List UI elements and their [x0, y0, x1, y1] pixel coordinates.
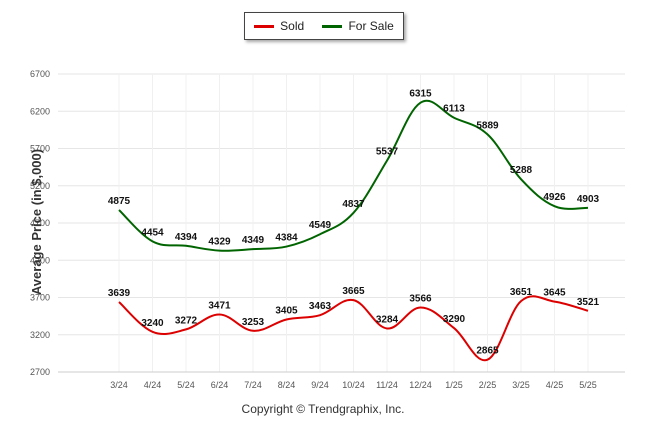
data-label-for-sale: 6315: [409, 89, 432, 100]
x-tick-label: 4/25: [546, 380, 564, 390]
y-tick-label: 5200: [30, 181, 50, 191]
data-label-sold: 3566: [409, 293, 432, 304]
x-tick-label: 2/25: [479, 380, 497, 390]
data-label-for-sale: 4454: [141, 227, 164, 238]
data-label-sold: 2865: [476, 346, 499, 357]
y-tick-label: 6700: [30, 69, 50, 79]
x-tick-label: 7/24: [244, 380, 262, 390]
x-tick-label: 3/25: [512, 380, 530, 390]
legend-item-sold[interactable]: Sold: [254, 19, 304, 33]
data-label-sold: 3290: [443, 314, 466, 325]
data-label-sold: 3639: [108, 288, 131, 299]
y-tick-label: 4200: [30, 255, 50, 265]
legend: Sold For Sale: [244, 12, 404, 40]
data-label-sold: 3284: [376, 314, 399, 325]
data-label-sold: 3463: [309, 301, 332, 312]
data-label-sold: 3645: [543, 288, 566, 299]
y-tick-label: 3200: [30, 330, 50, 340]
y-tick-label: 4700: [30, 218, 50, 228]
data-label-for-sale: 4875: [108, 196, 131, 207]
data-label-for-sale: 6113: [443, 104, 465, 115]
x-tick-label: 5/24: [177, 380, 195, 390]
data-label-for-sale: 4837: [342, 199, 365, 210]
data-label-sold: 3665: [342, 286, 365, 297]
x-tick-label: 9/24: [311, 380, 329, 390]
copyright-text: Copyright © Trendgraphix, Inc.: [241, 402, 405, 416]
axes: 2700 3200 3700 4200 4700 5200 5700 6200 6700 3/24…: [30, 69, 625, 390]
series-line-sold: [118, 295, 589, 362]
legend-swatch-for-sale: [322, 24, 343, 28]
data-label-for-sale: 4394: [175, 232, 198, 243]
data-labels: 3639 3240 3272 3471 3253 3405 3463 3665 3284 3566…: [108, 89, 600, 357]
gridlines: [58, 73, 625, 373]
x-tick-label: 8/24: [278, 380, 296, 390]
data-label-sold: 3651: [510, 287, 533, 298]
y-tick-label: 5700: [30, 144, 50, 154]
data-label-for-sale: 4329: [208, 237, 231, 248]
legend-swatch-sold: [254, 24, 275, 28]
data-label-for-sale: 4549: [309, 220, 332, 231]
data-label-sold: 3253: [242, 317, 265, 328]
data-label-for-sale: 5288: [510, 165, 533, 176]
y-tick-label: 3700: [30, 293, 50, 303]
x-tick-label: 11/24: [376, 380, 398, 390]
x-tick-label: 10/24: [342, 380, 365, 390]
data-label-for-sale: 4384: [275, 233, 298, 244]
series-line-for-sale: [118, 99, 589, 252]
y-tick-label: 6200: [30, 106, 50, 116]
data-label-for-sale: 4903: [577, 194, 600, 205]
data-label-sold: 3471: [208, 301, 231, 312]
x-tick-label: 3/24: [110, 380, 128, 390]
data-label-sold: 3405: [275, 305, 298, 316]
data-label-for-sale: 5889: [476, 120, 499, 131]
x-tick-label: 4/24: [144, 380, 162, 390]
data-label-for-sale: 4349: [242, 235, 265, 246]
legend-item-for-sale[interactable]: For Sale: [322, 19, 394, 33]
x-tick-label: 12/24: [409, 380, 432, 390]
y-tick-label: 2700: [30, 367, 50, 377]
legend-label-sold: Sold: [280, 19, 305, 33]
x-tick-label: 6/24: [211, 380, 229, 390]
data-label-sold: 3521: [577, 297, 600, 308]
y-axis-label: Average Price (in $,000): [29, 149, 44, 295]
series-lines: [118, 99, 589, 362]
data-label-for-sale: 4926: [543, 192, 566, 203]
data-label-for-sale: 5537: [376, 147, 399, 158]
data-label-sold: 3272: [175, 315, 198, 326]
x-tick-label: 5/25: [579, 380, 597, 390]
x-tick-label: 1/25: [445, 380, 463, 390]
legend-label-for-sale: For Sale: [348, 19, 394, 33]
data-label-sold: 3240: [141, 318, 164, 329]
